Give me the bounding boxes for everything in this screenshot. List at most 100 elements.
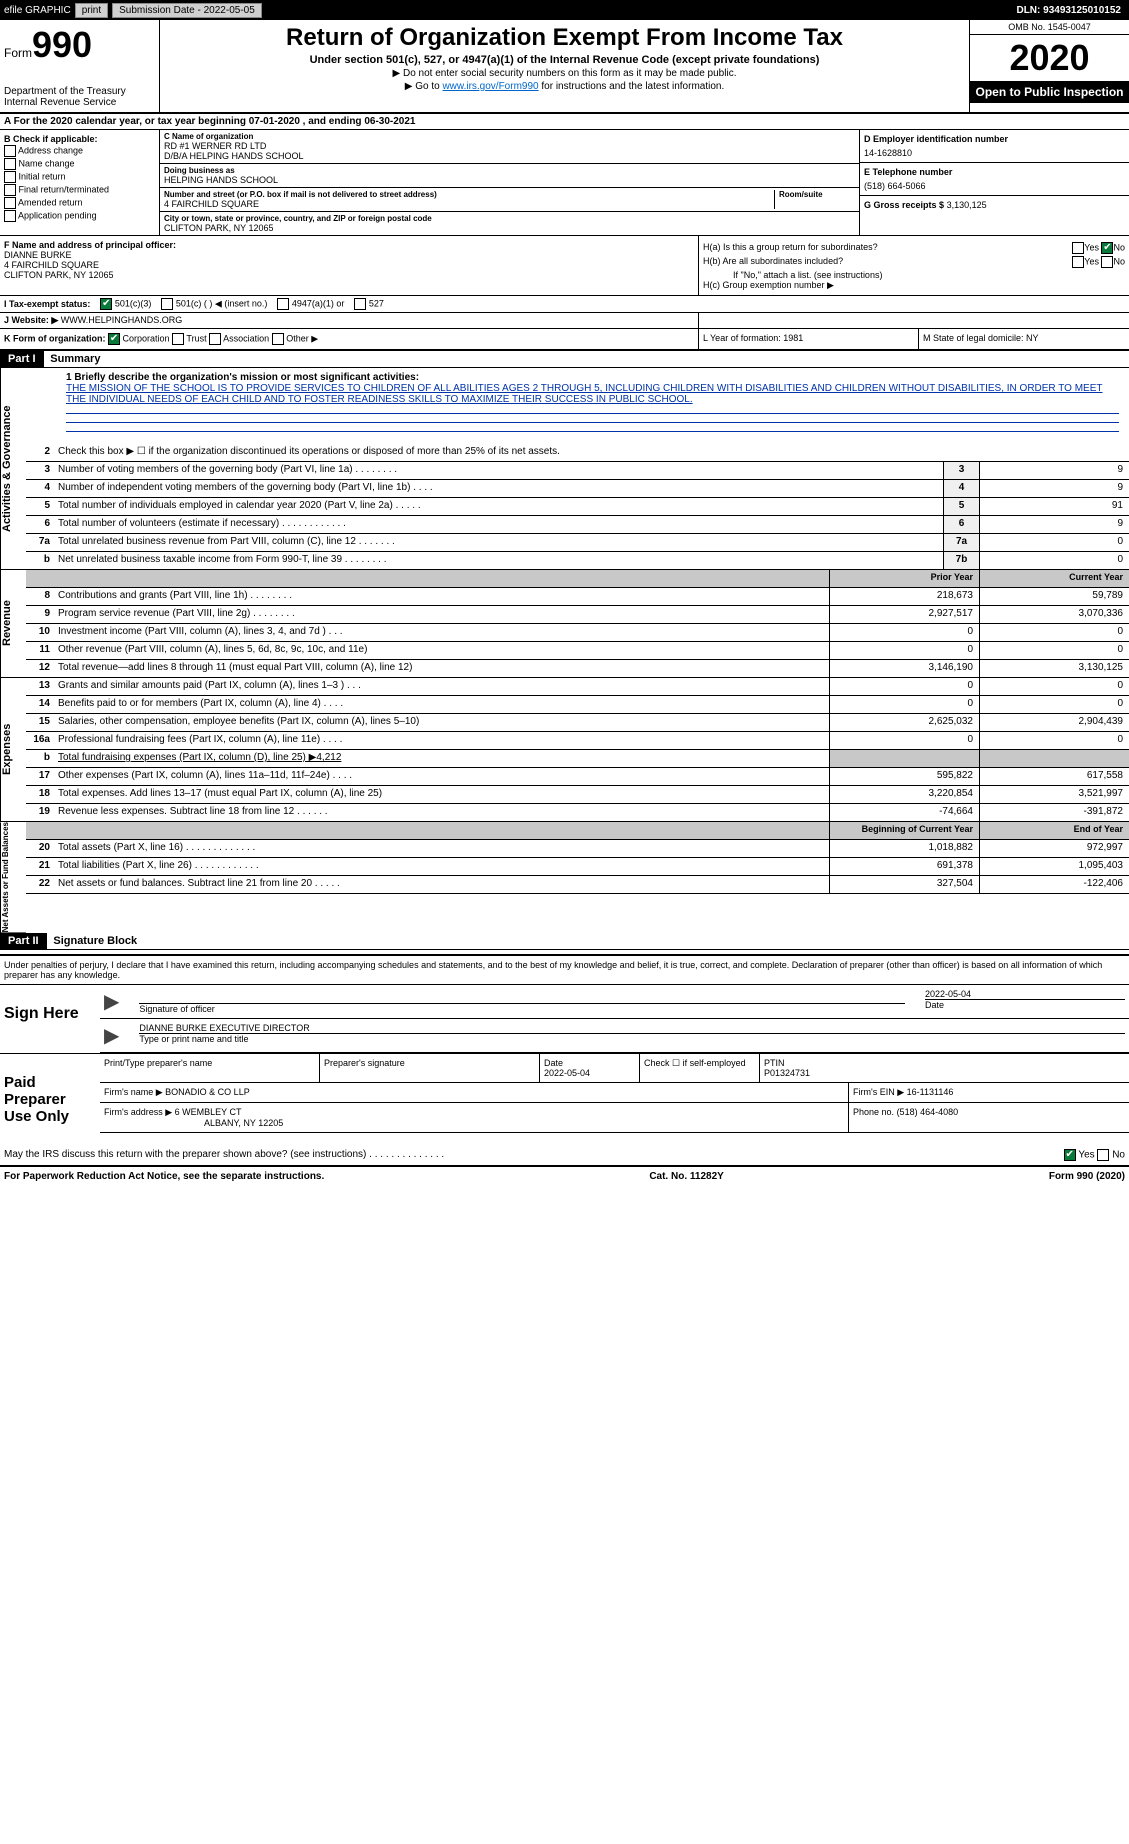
tax-status-label: I Tax-exempt status: [4,299,90,309]
officer-typed-name: DIANNE BURKE EXECUTIVE DIRECTOR [139,1023,1125,1033]
sign-here-label: Sign Here [0,985,100,1053]
section-revenue: Revenue [0,570,26,678]
line-3-val: 9 [979,462,1129,479]
prep-date-hdr: Date [544,1058,563,1068]
officer-label: F Name and address of principal officer: [4,240,694,250]
section-governance: Activities & Governance [0,368,26,570]
part2-header: Part II [0,933,47,949]
form-org-label: K Form of organization: [4,333,106,343]
line-19-desc: Revenue less expenses. Subtract line 18 … [54,804,829,821]
line-16b-desc: Total fundraising expenses (Part IX, col… [54,750,829,767]
firm-name: BONADIO & CO LLP [165,1087,250,1097]
line-7a-desc: Total unrelated business revenue from Pa… [54,534,943,551]
line-15-desc: Salaries, other compensation, employee b… [54,714,829,731]
line-5-desc: Total number of individuals employed in … [54,498,943,515]
line-12-curr: 3,130,125 [979,660,1129,677]
cb-amended-return[interactable]: Amended return [4,197,155,209]
form-footer: Form 990 (2020) [1049,1171,1125,1182]
pra-notice: For Paperwork Reduction Act Notice, see … [4,1171,324,1182]
box-b-header: B Check if applicable: [4,134,155,144]
city-label: City or town, state or province, country… [164,214,855,223]
submission-date-button[interactable]: Submission Date - 2022-05-05 [112,3,262,18]
website-label: J Website: ▶ [4,315,58,325]
sig-officer-label: Signature of officer [139,1004,214,1014]
line-19-prior: -74,664 [829,804,979,821]
line-18-desc: Total expenses. Add lines 13–17 (must eq… [54,786,829,803]
line-7a-val: 0 [979,534,1129,551]
line-10-curr: 0 [979,624,1129,641]
cb-final-return[interactable]: Final return/terminated [4,184,155,196]
dept-label: Department of the Treasury Internal Reve… [4,86,155,108]
firm-ein: 16-1131146 [907,1087,954,1097]
signature-declaration: Under penalties of perjury, I declare th… [0,956,1129,984]
line-13-prior: 0 [829,678,979,695]
hdr-end: End of Year [979,822,1129,839]
cb-name-change[interactable]: Name change [4,158,155,170]
dba-label: Doing business as [164,166,855,175]
line-13-curr: 0 [979,678,1129,695]
line-12-desc: Total revenue—add lines 8 through 11 (mu… [54,660,829,677]
line-9-prior: 2,927,517 [829,606,979,623]
line-14-desc: Benefits paid to or for members (Part IX… [54,696,829,713]
firm-addr: 6 WEMBLEY CT [175,1107,242,1117]
line-19-curr: -391,872 [979,804,1129,821]
line-22-prior: 327,504 [829,876,979,893]
discuss-label: May the IRS discuss this return with the… [4,1149,1064,1161]
website-url: WWW.HELPINGHANDS.ORG [61,315,183,325]
street-address: 4 FAIRCHILD SQUARE [164,199,770,209]
sig-date-label: Date [925,1000,944,1010]
line-15-curr: 2,904,439 [979,714,1129,731]
prep-date-val: 2022-05-04 [544,1068,590,1078]
org-name: RD #1 WERNER RD LTD D/B/A HELPING HANDS … [164,141,855,161]
prep-sig-hdr: Preparer's signature [320,1054,540,1082]
line-8-curr: 59,789 [979,588,1129,605]
line-17-curr: 617,558 [979,768,1129,785]
line-7b-desc: Net unrelated business taxable income fr… [54,552,943,569]
line-21-curr: 1,095,403 [979,858,1129,875]
hdr-prior: Prior Year [829,570,979,587]
firm-phone-label: Phone no. [853,1107,894,1117]
line-5-box: 5 [943,498,979,515]
cb-application-pending[interactable]: Application pending [4,210,155,222]
cb-address-change[interactable]: Address change [4,145,155,157]
gross-value: 3,130,125 [947,200,987,210]
line-6-val: 9 [979,516,1129,533]
hdr-current: Current Year [979,570,1129,587]
paid-preparer-label: Paid Preparer Use Only [0,1054,100,1145]
officer-name: DIANNE BURKE [4,250,694,260]
mission-label: 1 Briefly describe the organization's mi… [66,372,1119,383]
line-18-curr: 3,521,997 [979,786,1129,803]
phone-value: (518) 664-5066 [864,181,1125,191]
print-button[interactable]: print [75,3,108,18]
line-17-desc: Other expenses (Part IX, column (A), lin… [54,768,829,785]
section-expenses: Expenses [0,678,26,822]
period-line: A For the 2020 calendar year, or tax yea… [0,114,1129,130]
line-22-curr: -122,406 [979,876,1129,893]
line-10-desc: Investment income (Part VIII, column (A)… [54,624,829,641]
phone-label: E Telephone number [864,167,1125,177]
line-3-box: 3 [943,462,979,479]
open-to-public: Open to Public Inspection [970,81,1129,103]
part1-title: Summary [50,353,100,365]
form-subtitle: Under section 501(c), 527, or 4947(a)(1)… [168,54,961,66]
officer-addr1: 4 FAIRCHILD SQUARE [4,260,694,270]
prep-self-employed: Check ☐ if self-employed [640,1054,760,1082]
irs-link[interactable]: www.irs.gov/Form990 [442,81,538,92]
line-14-prior: 0 [829,696,979,713]
line-8-desc: Contributions and grants (Part VIII, lin… [54,588,829,605]
line-5-val: 91 [979,498,1129,515]
line-14-curr: 0 [979,696,1129,713]
omb-number: OMB No. 1545-0047 [970,20,1129,35]
line-3-desc: Number of voting members of the governin… [54,462,943,479]
addr-label: Number and street (or P.O. box if mail i… [164,190,770,199]
year-formation: L Year of formation: 1981 [699,329,919,349]
room-label: Room/suite [779,190,855,199]
part1-header: Part I [0,351,44,367]
line-11-desc: Other revenue (Part VIII, column (A), li… [54,642,829,659]
gross-label: G Gross receipts $ [864,200,944,210]
cb-initial-return[interactable]: Initial return [4,171,155,183]
hb-label: H(b) Are all subordinates included? [703,256,1068,266]
ha-label: H(a) Is this a group return for subordin… [703,242,1068,252]
line-20-prior: 1,018,882 [829,840,979,857]
line-4-desc: Number of independent voting members of … [54,480,943,497]
